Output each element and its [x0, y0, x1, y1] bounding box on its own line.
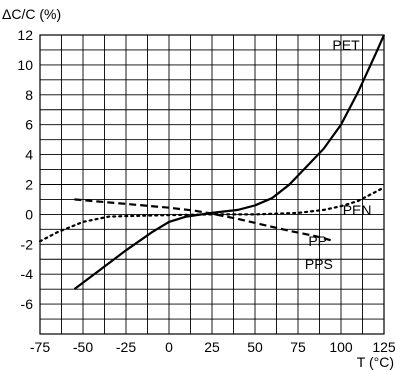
series-lines: [38, 34, 386, 290]
series-label-pp: PP: [308, 233, 327, 249]
x-tick-label: -50: [73, 339, 93, 355]
y-tick-label: 8: [25, 87, 33, 103]
series-line-pen: [38, 186, 386, 243]
x-tick-label: -75: [30, 339, 50, 355]
y-tick-label: 12: [17, 27, 33, 43]
y-tick-label: 10: [17, 57, 33, 73]
y-tick-label: 0: [25, 206, 33, 222]
x-tick-label: 75: [290, 339, 306, 355]
series-line-pet: [73, 34, 386, 290]
series-label-pen: PEN: [343, 202, 372, 218]
x-tick-label: -25: [116, 339, 136, 355]
series-line-pp: [74, 198, 333, 242]
x-tick-label: 0: [165, 339, 173, 355]
series-label-pet: PET: [332, 37, 360, 53]
x-tick-label: 100: [329, 339, 353, 355]
tick-labels: -75 -50 -25 0 25 50 75 100 125 12 10 8 6 4 2 0 -2 -4 -6: [17, 27, 395, 355]
annotation-label: PPS: [305, 256, 333, 272]
series-labels: PET PEN PP PPS: [305, 37, 372, 272]
y-axis-label: ΔC/C (%): [2, 6, 61, 22]
x-tick-label: 125: [372, 339, 395, 355]
y-tick-label: -2: [21, 236, 34, 252]
y-tick-label: -6: [21, 296, 34, 312]
x-axis-label: T (°C): [357, 354, 394, 370]
y-tick-label: -4: [21, 266, 34, 282]
grid: [39, 34, 385, 335]
plot-frame: [39, 34, 385, 335]
x-tick-label: 25: [204, 339, 220, 355]
y-tick-label: 6: [25, 117, 33, 133]
x-tick-label: 50: [247, 339, 263, 355]
y-tick-label: 4: [25, 147, 33, 163]
y-tick-label: 2: [25, 177, 33, 193]
